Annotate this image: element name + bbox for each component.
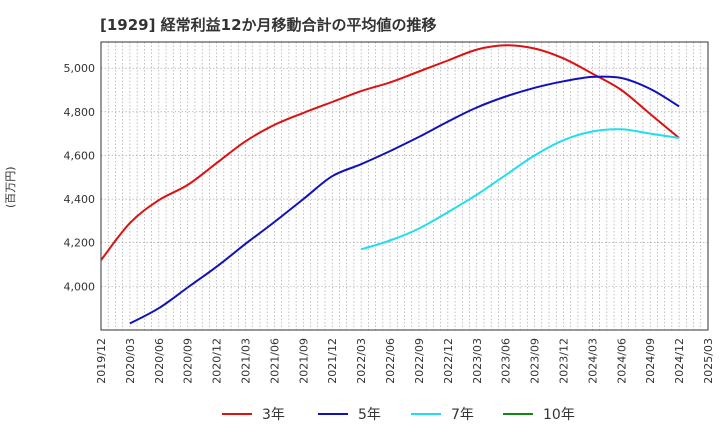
y-tick-label: 4,200 [64, 237, 96, 250]
x-tick-label: 2022/06 [384, 338, 397, 384]
series-line-7年 [360, 128, 680, 251]
legend-label: 10年 [543, 407, 575, 423]
x-tick-label: 2020/03 [124, 338, 137, 384]
y-tick-label: 4,400 [64, 193, 96, 206]
legend: 3年 5年 7年 10年 [222, 407, 575, 423]
x-tick-label: 2022/12 [442, 338, 455, 384]
y-tick-label: 4,600 [64, 149, 96, 162]
x-tick-label: 2023/09 [529, 338, 542, 384]
x-tick-label: 2022/03 [355, 338, 368, 384]
legend-label: 5年 [358, 407, 381, 423]
x-tick-label: 2024/06 [615, 338, 628, 384]
x-tick-label: 2021/12 [326, 338, 339, 384]
x-axis: 2019/12 2020/03 2020/06 2020/09 2020/12 2021/… [95, 338, 715, 384]
x-tick-label: 2023/12 [557, 338, 570, 384]
y-tick-label: 4,800 [64, 106, 96, 119]
series-line-5年 [129, 75, 680, 325]
x-tick-label: 2024/12 [673, 338, 686, 384]
x-tick-label: 2022/09 [413, 338, 426, 384]
x-tick-label: 2020/06 [153, 338, 166, 384]
x-tick-label: 2021/06 [268, 338, 281, 384]
plot-area [100, 41, 709, 331]
grid-lines [101, 42, 708, 330]
legend-label: 7年 [451, 407, 474, 423]
x-tick-label: 2020/12 [211, 338, 224, 384]
x-tick-label: 2020/09 [182, 338, 195, 384]
series-lines [100, 44, 680, 325]
x-tick-label: 2023/03 [471, 338, 484, 384]
x-tick-label: 2024/09 [644, 338, 657, 384]
x-tick-label: 2021/03 [240, 338, 253, 384]
chart-title: [1929] 経常利益12か月移動合計の平均値の推移 [100, 16, 437, 34]
x-tick-label: 2019/12 [95, 338, 108, 384]
x-tick-label: 2025/03 [702, 338, 715, 384]
legend-label: 3年 [262, 407, 285, 423]
y-tick-label: 5,000 [64, 62, 96, 75]
y-axis: 4,000 4,200 4,400 4,600 4,800 5,000 [64, 62, 96, 293]
x-tick-label: 2023/06 [500, 338, 513, 384]
x-tick-label: 2021/09 [297, 338, 310, 384]
x-tick-label: 2024/03 [586, 338, 599, 384]
series-line-3年 [100, 44, 680, 261]
y-tick-label: 4,000 [64, 280, 96, 293]
